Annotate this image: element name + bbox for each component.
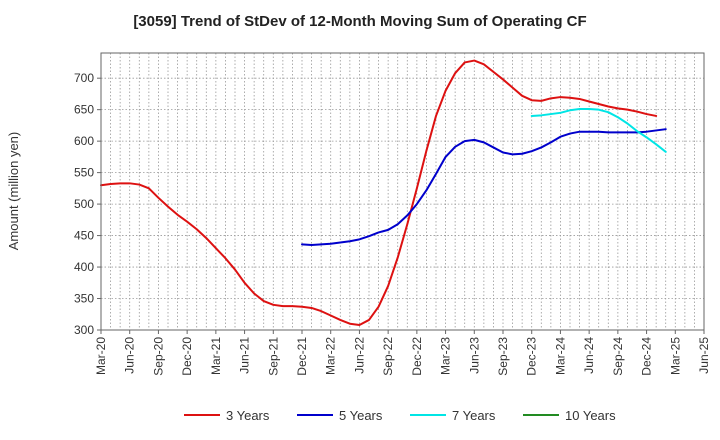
y-tick-label: 350 bbox=[74, 292, 94, 306]
y-tick-label: 450 bbox=[74, 229, 94, 243]
y-tick-label: 650 bbox=[74, 103, 94, 117]
x-tick-label: Dec-24 bbox=[640, 337, 654, 376]
y-axis-label: Amount (million yen) bbox=[6, 132, 21, 251]
x-tick-label: Sep-20 bbox=[151, 337, 165, 376]
x-tick-label: Jun-25 bbox=[697, 337, 711, 374]
y-tick-label: 300 bbox=[74, 323, 94, 337]
series-line-7-years bbox=[530, 108, 667, 153]
x-tick-label: Sep-23 bbox=[496, 337, 510, 376]
x-tick-label: Jun-24 bbox=[582, 337, 596, 374]
y-tick-label: 500 bbox=[74, 197, 94, 211]
y-tick-label: 550 bbox=[74, 166, 94, 180]
legend-label: 3 Years bbox=[226, 408, 270, 423]
plot-area bbox=[101, 53, 704, 330]
x-tick-label: Sep-22 bbox=[381, 337, 395, 376]
y-tick-label: 600 bbox=[74, 134, 94, 148]
legend: 3 Years 5 Years 7 Years 10 Years bbox=[184, 408, 616, 423]
x-tick-label: Dec-23 bbox=[525, 337, 539, 376]
x-tick-label: Jun-22 bbox=[352, 337, 366, 374]
x-tick-label: Jun-20 bbox=[123, 337, 137, 374]
x-tick-label: Mar-22 bbox=[324, 337, 338, 375]
x-tick-label: Mar-25 bbox=[668, 337, 682, 375]
x-tick-label: Dec-22 bbox=[410, 337, 424, 376]
x-tick-label: Jun-23 bbox=[467, 337, 481, 374]
x-tick-label: Dec-21 bbox=[295, 337, 309, 376]
y-tick-label: 400 bbox=[74, 260, 94, 274]
y-tick-label: 700 bbox=[74, 71, 94, 85]
series-line-5-years bbox=[301, 128, 667, 247]
plot-frame bbox=[100, 52, 705, 331]
x-tick-label: Mar-20 bbox=[94, 337, 108, 375]
y-tick-labels: 300 350 400 450 500 550 600 650 700 bbox=[74, 71, 101, 337]
x-tick-label: Mar-24 bbox=[553, 337, 567, 375]
x-tick-label: Sep-24 bbox=[611, 337, 625, 376]
legend-label: 7 Years bbox=[452, 408, 496, 423]
series-lines bbox=[100, 59, 667, 326]
legend-label: 5 Years bbox=[339, 408, 383, 423]
grid-lines bbox=[101, 53, 704, 330]
series-line-3-years bbox=[100, 59, 658, 326]
x-tick-label: Mar-23 bbox=[439, 337, 453, 375]
legend-label: 10 Years bbox=[565, 408, 616, 423]
x-tick-labels: Mar-20 Jun-20 Sep-20 Dec-20 Mar-21 Jun-21 Sep-… bbox=[94, 330, 711, 376]
x-tick-label: Jun-21 bbox=[238, 337, 252, 374]
x-tick-label: Dec-20 bbox=[180, 337, 194, 376]
x-tick-label: Sep-21 bbox=[266, 337, 280, 376]
chart-title: [3059] Trend of StDev of 12-Month Moving… bbox=[133, 13, 587, 30]
x-tick-label: Mar-21 bbox=[209, 337, 223, 375]
